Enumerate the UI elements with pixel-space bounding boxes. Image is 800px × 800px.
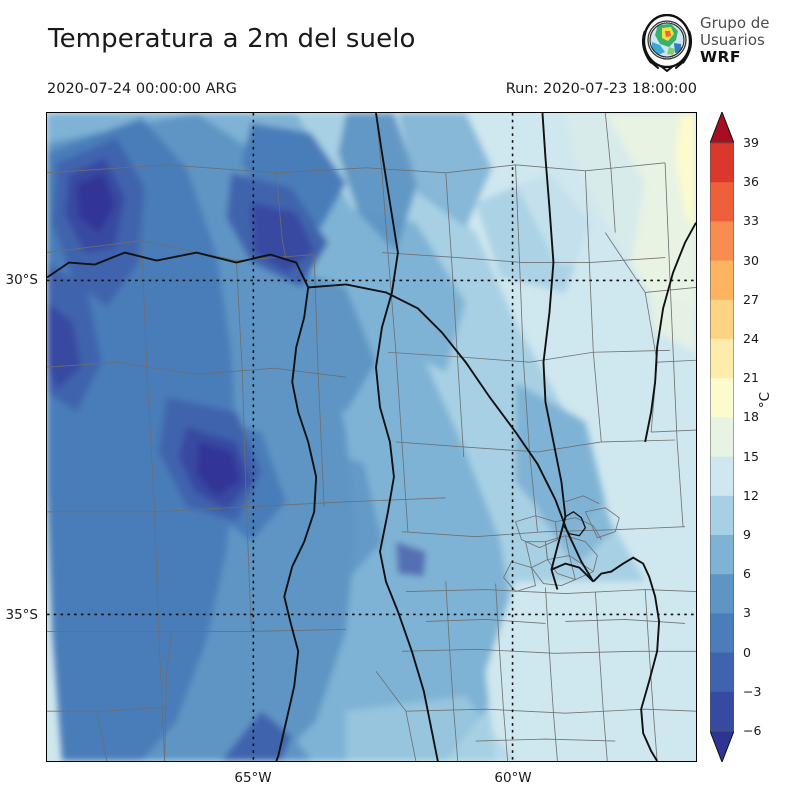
colorbar-tick-0: 0 <box>743 644 751 660</box>
valid-time-label: 2020-07-24 00:00:00 ARG <box>47 81 237 97</box>
colorbar-tick-39: 39 <box>743 135 759 150</box>
lon-tick-65w: 65°W <box>234 770 272 786</box>
map-plot-area[interactable] <box>46 112 697 762</box>
colorbar-tick-36: 36 <box>743 174 759 190</box>
colorbar[interactable] <box>710 112 734 762</box>
colorbar-tick-21: 21 <box>743 370 759 386</box>
wrf-user-group-badge-icon <box>642 14 692 72</box>
lat-tick-35s: 35°S <box>5 607 39 623</box>
colorbar-tick-3: 3 <box>743 605 751 621</box>
colorbar-gradient <box>710 112 734 762</box>
logo-line-2: Usuarios <box>700 31 765 49</box>
colorbar-tick-30: 30 <box>743 252 759 268</box>
colorbar-tick--6: −6 <box>743 723 762 738</box>
colorbar-tick-15: 15 <box>743 448 759 464</box>
colorbar-tick-12: 12 <box>743 487 759 503</box>
logo-line-3: WRF <box>700 48 741 66</box>
lon-tick-60w: 60°W <box>494 770 532 786</box>
colorbar-tick-9: 9 <box>743 527 751 542</box>
run-time-label: Run: 2020-07-23 18:00:00 <box>505 81 697 97</box>
logo-line-1: Grupo de <box>700 14 770 32</box>
page-title: Temperatura a 2m del suelo <box>48 24 416 54</box>
temperature-contour-map <box>47 113 696 761</box>
colorbar-tick-18: 18 <box>743 409 759 425</box>
lat-tick-30s: 30°S <box>5 272 39 288</box>
colorbar-tick-24: 24 <box>743 331 759 346</box>
colorbar-tick-33: 33 <box>743 213 759 229</box>
colorbar-tick-27: 27 <box>743 291 759 307</box>
colorbar-axis-label: °C <box>757 391 774 409</box>
colorbar-tick-6: 6 <box>743 566 751 582</box>
logo: Grupo de Usuarios WRF <box>638 14 798 76</box>
colorbar-tick--3: −3 <box>743 683 762 699</box>
logo-text: Grupo de Usuarios WRF <box>700 15 770 66</box>
